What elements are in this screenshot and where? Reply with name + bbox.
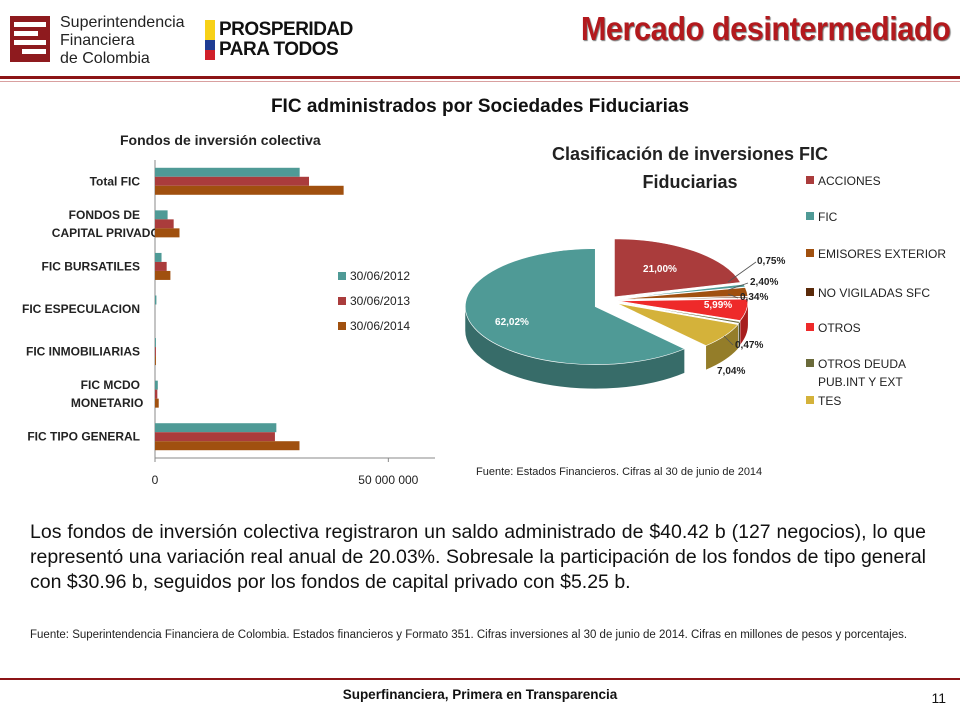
bar-3 xyxy=(155,185,344,195)
pie-legend-swatch xyxy=(806,288,814,296)
bar-1 xyxy=(155,380,158,390)
footnote: Fuente: Superintendencia Financiera de C… xyxy=(30,629,908,641)
bar-2 xyxy=(155,347,156,357)
pie-legend-label: TES xyxy=(818,394,842,408)
pie-legend-label: FIC xyxy=(818,210,838,224)
pie-data-label: 0,34% xyxy=(740,292,768,303)
bar-x-tick-label: 0 xyxy=(152,473,159,487)
pie-legend-swatch xyxy=(806,212,814,220)
pie-leader-line xyxy=(727,293,739,299)
pie-slice xyxy=(617,301,741,324)
pie-slice-side xyxy=(465,306,685,389)
bar-3 xyxy=(155,270,171,280)
bar-category-label: FIC BURSATILES xyxy=(42,259,140,273)
bar-legend-swatch xyxy=(338,297,346,305)
bar-1 xyxy=(155,210,168,220)
pie-data-label: 7,04% xyxy=(717,366,745,377)
section-title: FIC administrados por Sociedades Fiducia… xyxy=(270,96,690,117)
bar-2 xyxy=(155,389,158,399)
bar-1 xyxy=(155,295,157,305)
bar-3 xyxy=(155,228,180,238)
bar-1 xyxy=(155,423,277,433)
prosperidad-logo-text: PROSPERIDAD PARA TODOS xyxy=(219,19,353,60)
pie-slice xyxy=(617,296,749,301)
pie-leader-line xyxy=(727,282,749,291)
pie-data-label: 21,00% xyxy=(643,264,677,275)
sfc-logo-text: Superintendencia Financiera de Colombia xyxy=(60,14,185,67)
bar-category-label: FIC MCDO MONETARIO xyxy=(71,378,143,410)
bar-2 xyxy=(155,219,174,229)
bar-x-tick-label: 50 000 000 xyxy=(358,473,418,487)
pie-legend-label: NO VIGILADAS SFC xyxy=(818,286,931,300)
title-divider xyxy=(0,76,960,79)
pie-slice xyxy=(616,303,739,346)
bar-1 xyxy=(155,252,162,262)
slide-header: Superintendencia Financiera de Colombia … xyxy=(0,0,960,80)
pie-slice xyxy=(464,248,686,365)
pie-legend-swatch xyxy=(806,359,814,367)
sfc-logo: Superintendencia Financiera de Colombia xyxy=(8,10,188,70)
pie-slice xyxy=(614,238,741,298)
title-divider-thin xyxy=(0,81,960,82)
pie-data-label: 0,47% xyxy=(735,340,763,351)
bar-legend-swatch xyxy=(338,272,346,280)
pie-slice xyxy=(617,298,749,321)
chart-source: Fuente: Estados Financieros. Cifras al 3… xyxy=(476,466,763,478)
pie-legend-swatch xyxy=(806,249,814,257)
pie-slice xyxy=(617,287,749,300)
bar-category-label: FIC INMOBILIARIAS xyxy=(26,345,140,359)
pie-data-label: 5,99% xyxy=(704,300,732,311)
pie-leader-line xyxy=(727,261,757,283)
bar-category-label: FIC TIPO GENERAL xyxy=(27,430,140,444)
pie-legend-label: OTROS DEUDA PUB.INT Y EXT xyxy=(818,357,906,389)
bar-category-label: Total FIC xyxy=(90,174,141,188)
bar-category-label: FIC ESPECULACION xyxy=(22,302,140,316)
pie-data-label: 62,02% xyxy=(495,317,529,328)
pie-data-label: 0,75% xyxy=(757,256,785,267)
bar-chart-title: Fondos de inversión colectiva xyxy=(120,132,321,148)
pie-legend-label: EMISORES EXTERIOR xyxy=(818,247,947,261)
pie-leader-line xyxy=(723,335,734,346)
footer-text: Superfinanciera, Primera en Transparenci… xyxy=(342,687,618,702)
bar-legend-label: 30/06/2012 xyxy=(350,269,410,283)
colombia-flag-icon xyxy=(205,20,215,60)
page-title: Mercado desintermediado xyxy=(580,10,950,47)
bar-2 xyxy=(155,261,167,271)
pie-slice-side xyxy=(706,324,738,370)
pie-legend-swatch xyxy=(806,176,814,184)
bar-legend-label: 30/06/2014 xyxy=(350,319,410,333)
pie-chart-title: Clasificación de inversiones FIC Fiducia… xyxy=(551,144,829,192)
bar-2 xyxy=(155,432,275,442)
bar-3 xyxy=(155,441,300,451)
bar-category-label: FONDOS DE CAPITAL PRIVADO xyxy=(52,208,160,240)
sfc-emblem-icon xyxy=(10,16,50,62)
pie-data-label: 2,40% xyxy=(750,277,778,288)
bar-legend-label: 30/06/2013 xyxy=(350,294,410,308)
prosperidad-logo: PROSPERIDAD PARA TODOS xyxy=(205,18,355,64)
bar-1 xyxy=(155,167,300,177)
pie-slice-side xyxy=(738,321,740,348)
bar-2 xyxy=(155,176,309,186)
body-paragraph: Los fondos de inversión colectiva regist… xyxy=(30,521,926,593)
footer-divider xyxy=(0,678,960,680)
pie-legend-label: ACCIONES xyxy=(818,174,881,188)
bar-1 xyxy=(155,338,156,348)
pie-legend-swatch xyxy=(806,323,814,331)
pie-legend-swatch xyxy=(806,396,814,404)
pie-slice-side xyxy=(740,300,748,345)
bar-3 xyxy=(155,356,156,366)
page-number: 11 xyxy=(931,690,946,706)
bar-legend-swatch xyxy=(338,322,346,330)
pie-legend-label: OTROS xyxy=(818,321,861,335)
bar-3 xyxy=(155,398,159,408)
